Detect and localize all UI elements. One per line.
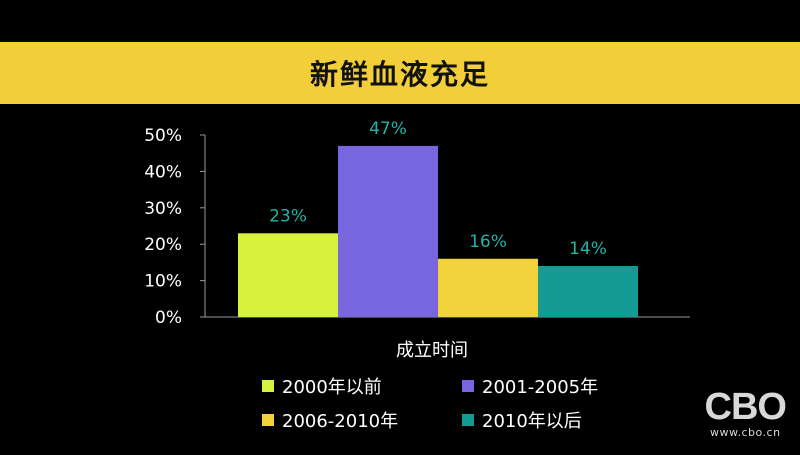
watermark-logo: CBO www.cbo.cn (704, 386, 787, 439)
legend-label: 2010年以后 (482, 411, 582, 432)
data-label: 47% (369, 119, 407, 139)
bar (438, 258, 538, 317)
y-tick-label: 40% (144, 162, 182, 182)
legend-item: 2000年以前 (262, 373, 382, 399)
bar (338, 145, 438, 317)
legend-swatch (462, 414, 474, 426)
chart-title: 新鲜血液充足 (309, 58, 490, 91)
y-tick-label: 50% (144, 126, 182, 146)
legend-swatch (262, 414, 274, 426)
legend: 2000年以前 2001-2005年 2006-2010年 2010年以后 (262, 373, 682, 437)
data-label: 23% (269, 206, 307, 226)
bar (538, 266, 638, 317)
title-bar: 新鲜血液充足 (0, 42, 800, 104)
watermark-url: www.cbo.cn (709, 426, 781, 439)
legend-label: 2000年以前 (282, 377, 382, 398)
legend-item: 2006-2010年 (262, 407, 398, 433)
legend-item: 2010年以后 (462, 407, 582, 433)
data-label: 16% (469, 232, 507, 252)
legend-swatch (262, 380, 274, 392)
legend-swatch (462, 380, 474, 392)
y-tick-label: 0% (155, 308, 182, 328)
bar (238, 233, 338, 317)
data-label: 14% (569, 239, 607, 259)
y-tick-label: 20% (144, 235, 182, 255)
legend-label: 2006-2010年 (282, 411, 399, 432)
x-axis-label: 成立时间 (396, 340, 468, 361)
legend-item: 2001-2005年 (462, 373, 598, 399)
y-tick-label: 30% (144, 199, 182, 219)
legend-label: 2001-2005年 (482, 377, 599, 398)
y-tick-label: 10% (144, 272, 182, 292)
watermark-logo-text: CBO (704, 386, 787, 428)
